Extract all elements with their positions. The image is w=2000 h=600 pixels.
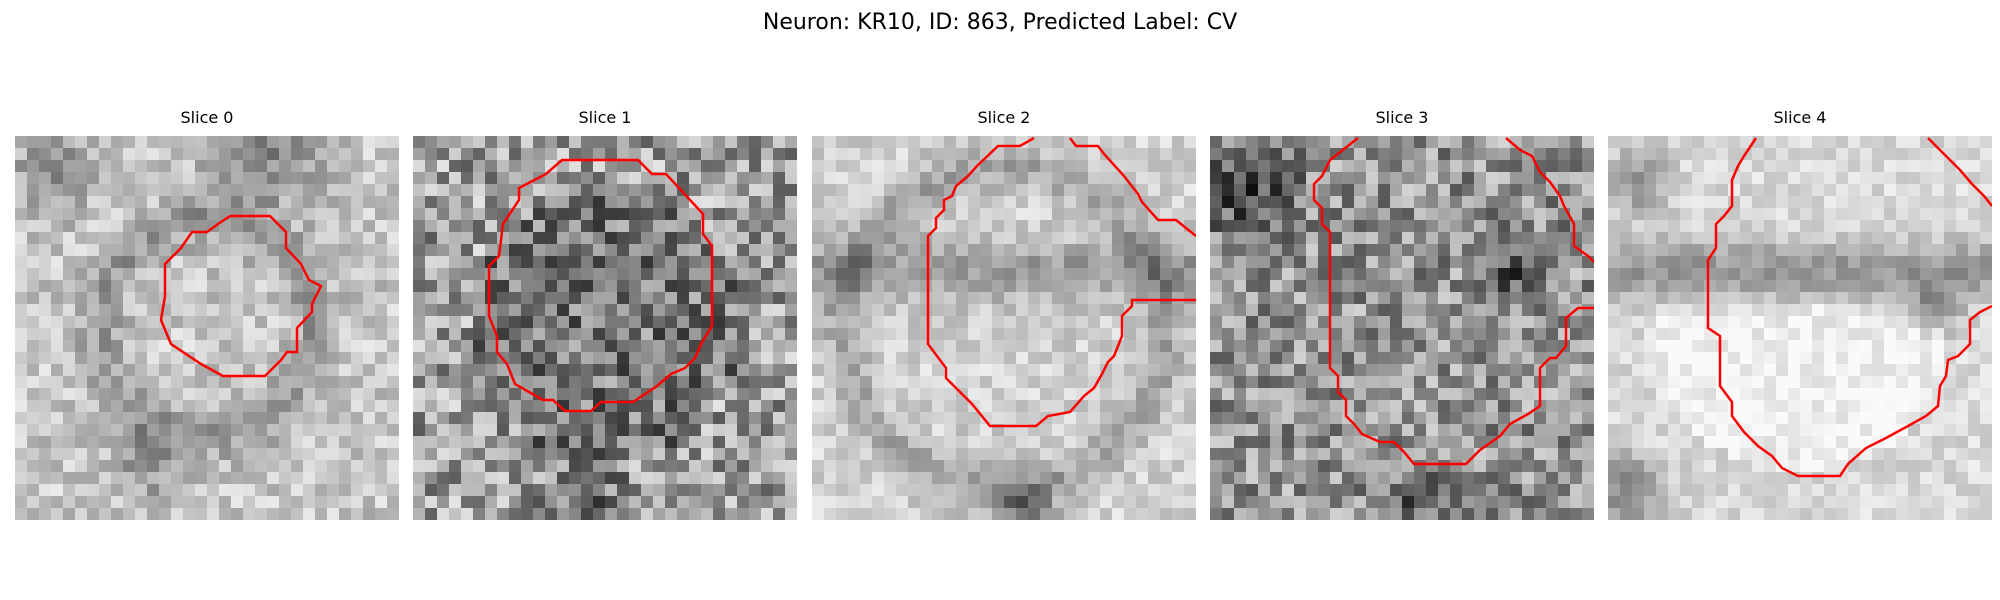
roi-contour — [487, 158, 714, 413]
slice-title: Slice 0 — [180, 108, 234, 127]
roi-contour — [1505, 137, 1594, 263]
slice-title: Slice 1 — [578, 108, 632, 127]
roi-contour — [1927, 137, 1992, 207]
slice-image — [1210, 136, 1594, 520]
slice-title: Slice 2 — [977, 108, 1031, 127]
slice-image — [1608, 136, 1992, 520]
roi-contour — [1706, 137, 1992, 478]
roi-contour — [159, 214, 323, 378]
roi-contour — [1312, 137, 1594, 466]
slice-image — [812, 136, 1196, 520]
figure-title: Neuron: KR10, ID: 863, Predicted Label: … — [762, 10, 1238, 35]
roi-contour — [926, 136, 1196, 428]
roi-contour — [1069, 137, 1196, 237]
slice-title: Slice 3 — [1375, 108, 1429, 127]
slice-image — [15, 136, 399, 520]
slice-image — [413, 136, 797, 520]
slice-title: Slice 4 — [1773, 108, 1827, 127]
